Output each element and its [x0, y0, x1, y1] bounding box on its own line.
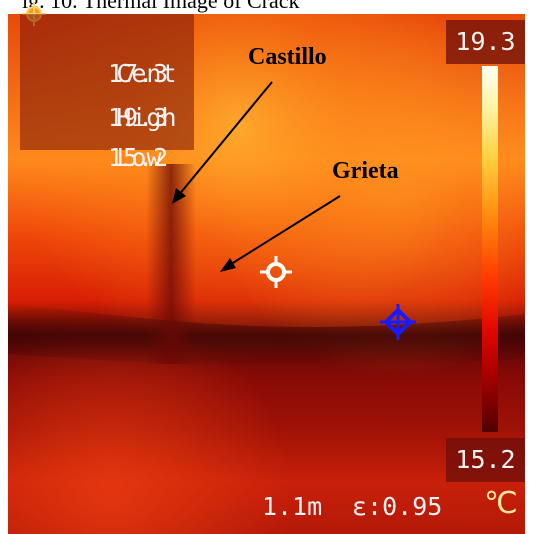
annotation-grieta: Grieta: [332, 158, 399, 184]
readout-row-low: Low 15.2: [26, 114, 168, 201]
figure-caption: ig. 10. Thermal Image of Crack: [0, 0, 533, 14]
scale-min-label: 15.2: [446, 438, 525, 482]
readout-row-high: High 19.3: [26, 74, 177, 161]
emissivity-readout: ε:0.95: [352, 492, 443, 521]
readout-row-cent: Cent 17.3: [26, 30, 177, 117]
readout-value: 17.3: [108, 59, 169, 88]
scale-max-label: 19.3: [446, 20, 525, 64]
readout-value: 19.3: [108, 103, 169, 132]
readout-label: Low: [116, 143, 162, 172]
color-scale-bar: [482, 66, 498, 432]
annotation-castillo: Castillo: [248, 44, 327, 70]
unit-celsius-label: ℃: [484, 486, 518, 521]
readout-label: High: [116, 103, 177, 132]
readout-value: 15.2: [108, 143, 169, 172]
distance-readout: 1.1m: [262, 492, 323, 521]
figure-caption-text: ig. 10. Thermal Image of Crack: [22, 0, 300, 13]
readout-label: Cent: [116, 59, 177, 88]
temperature-readout: Cent 17.3 High 19.3 Low 15.2: [20, 14, 194, 172]
